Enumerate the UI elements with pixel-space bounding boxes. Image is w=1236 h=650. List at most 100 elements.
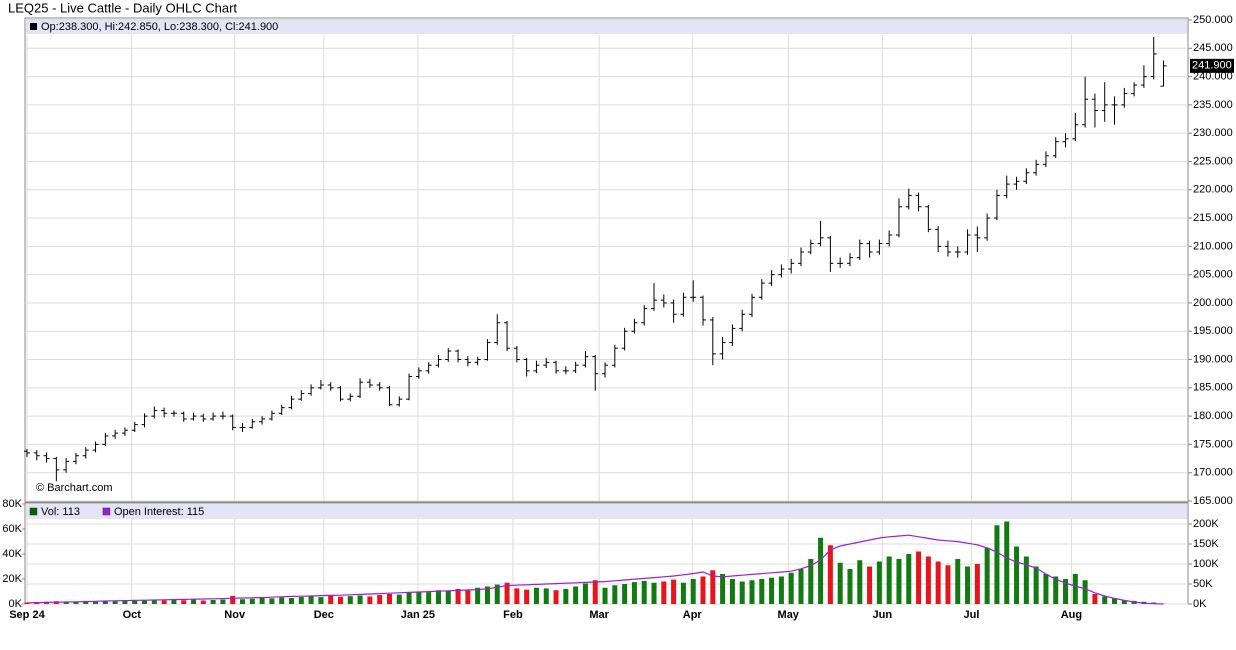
volume-bar bbox=[612, 585, 617, 604]
volume-bar bbox=[652, 583, 657, 604]
volume-bar bbox=[1083, 580, 1088, 604]
volume-bar bbox=[426, 592, 431, 604]
volume-bar bbox=[171, 600, 176, 604]
volume-bar bbox=[289, 598, 294, 604]
volume-bar bbox=[701, 577, 706, 605]
volume-bar bbox=[1014, 547, 1019, 605]
y-tick-label: 230.000 bbox=[1193, 127, 1233, 139]
y-tick-label: 180.000 bbox=[1193, 410, 1233, 422]
volume-bar bbox=[593, 580, 598, 604]
volume-bar bbox=[926, 557, 931, 605]
volume-bar bbox=[201, 601, 206, 605]
x-tick-label: Mar bbox=[589, 609, 609, 621]
x-tick-label: Sep 24 bbox=[9, 609, 45, 621]
volume-bar bbox=[798, 569, 803, 604]
price-panel bbox=[25, 18, 1188, 502]
volume-bar bbox=[1043, 574, 1048, 604]
volume-bar bbox=[759, 579, 764, 604]
volume-bar bbox=[936, 562, 941, 605]
y2-tick-label: 150K bbox=[1193, 538, 1219, 550]
volume-bar bbox=[603, 588, 608, 604]
y-tick-label: 250.000 bbox=[1193, 14, 1233, 26]
volume-bar bbox=[994, 525, 999, 604]
volume-bar bbox=[250, 599, 255, 604]
y-tick-label: 195.000 bbox=[1193, 325, 1233, 337]
volume-bar bbox=[916, 552, 921, 605]
volume-bar bbox=[299, 597, 304, 604]
volume-bar bbox=[260, 598, 265, 604]
volume-bar bbox=[397, 595, 402, 604]
volume-bar bbox=[377, 595, 382, 604]
volume-bar bbox=[642, 581, 647, 604]
volume-bar bbox=[632, 582, 637, 604]
volume-bar bbox=[828, 545, 833, 604]
volume-bar bbox=[789, 573, 794, 604]
y-tick-label: 175.000 bbox=[1193, 438, 1233, 450]
volume-bar bbox=[671, 580, 676, 604]
y-tick-label: 80K bbox=[2, 498, 22, 510]
price-legend-swatch bbox=[30, 23, 37, 30]
volume-bar bbox=[847, 569, 852, 604]
volume-bar bbox=[524, 590, 529, 604]
volume-bar bbox=[367, 597, 372, 605]
y-tick-label: 165.000 bbox=[1193, 495, 1233, 507]
volume-bar bbox=[211, 600, 216, 604]
volume-bar bbox=[514, 588, 519, 604]
volume-bar bbox=[867, 567, 872, 605]
volume-bar bbox=[1073, 574, 1078, 604]
volume-bar bbox=[1034, 567, 1039, 605]
volume-bar bbox=[1053, 577, 1058, 605]
volume-bar bbox=[230, 596, 235, 604]
volume-bar bbox=[407, 593, 412, 604]
volume-bar bbox=[465, 590, 470, 604]
legend-swatch bbox=[103, 508, 110, 515]
volume-bar bbox=[436, 590, 441, 604]
watermark: © Barchart.com bbox=[36, 482, 113, 494]
volume-bar bbox=[838, 563, 843, 604]
price-legend: Op:238.300, Hi:242.850, Lo:238.300, Cl:2… bbox=[41, 21, 278, 33]
legend-swatch bbox=[30, 508, 37, 515]
y2-tick-label: 100K bbox=[1193, 558, 1219, 570]
volume-bar bbox=[740, 582, 745, 605]
volume-bar bbox=[965, 567, 970, 605]
volume-bar bbox=[818, 538, 823, 604]
volume-bar bbox=[220, 600, 225, 604]
volume-bar bbox=[240, 599, 245, 604]
volume-bar bbox=[906, 554, 911, 604]
x-tick-label: Oct bbox=[123, 609, 142, 621]
volume-bar bbox=[338, 597, 343, 604]
volume-bar bbox=[554, 590, 559, 604]
volume-bar bbox=[769, 578, 774, 604]
volume-bar bbox=[720, 574, 725, 604]
volume-bar bbox=[544, 588, 549, 604]
y2-tick-label: 0K bbox=[1193, 598, 1207, 610]
y-tick-label: 205.000 bbox=[1193, 269, 1233, 281]
x-tick-label: May bbox=[778, 609, 800, 621]
volume-bar bbox=[896, 559, 901, 604]
volume-bar bbox=[181, 600, 186, 604]
y-tick-label: 200.000 bbox=[1193, 297, 1233, 309]
volume-bar bbox=[661, 582, 666, 605]
volume-bar bbox=[269, 598, 274, 604]
volume-bar bbox=[749, 580, 754, 604]
volume-bar bbox=[132, 601, 137, 604]
legend-label: Vol: 113 bbox=[41, 506, 80, 518]
volume-bar bbox=[573, 587, 578, 605]
x-tick-label: Jul bbox=[964, 609, 980, 621]
y-tick-label: 40K bbox=[2, 548, 22, 560]
volume-bar bbox=[446, 591, 451, 604]
volume-bar bbox=[681, 583, 686, 604]
x-tick-label: Apr bbox=[683, 609, 703, 621]
volume-bar bbox=[387, 594, 392, 604]
volume-bar bbox=[348, 596, 353, 604]
volume-bar bbox=[985, 548, 990, 604]
y2-tick-label: 50K bbox=[1193, 578, 1213, 590]
volume-bar bbox=[691, 579, 696, 604]
volume-bar bbox=[779, 577, 784, 605]
x-tick-label: Feb bbox=[503, 609, 523, 621]
x-tick-label: Nov bbox=[224, 609, 246, 621]
y2-tick-label: 200K bbox=[1193, 518, 1219, 530]
volume-bar bbox=[1004, 522, 1009, 605]
